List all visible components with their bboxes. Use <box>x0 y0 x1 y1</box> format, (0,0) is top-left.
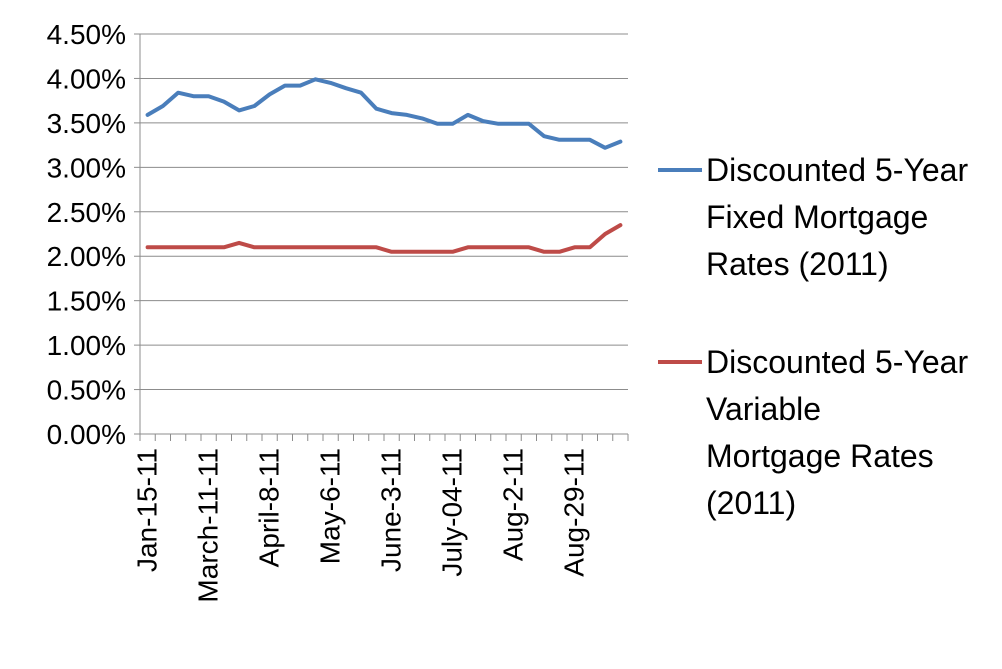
legend-label: Discounted 5-Year <box>706 152 968 188</box>
y-tick-label: 3.50% <box>47 108 126 139</box>
x-tick-label: June-3-11 <box>376 448 407 572</box>
x-tick-label: April-8-11 <box>254 448 285 567</box>
x-tick-label: March-11-11 <box>193 448 224 603</box>
x-axis: Jan-15-11 March-11-11 April-8-11 May-6-11 Ju… <box>132 433 629 603</box>
legend: Discounted 5-Year Fixed Mortgage Rates (20… <box>658 152 968 521</box>
y-tick-label: 1.00% <box>47 330 126 361</box>
y-tick-label: 2.50% <box>47 197 126 228</box>
y-tick-label: 4.00% <box>47 63 126 94</box>
legend-label: Variable <box>706 391 821 427</box>
series-line-2 <box>145 223 623 254</box>
y-axis: 0.00% 0.50% 1.00% 1.50% 2.00% 2.50% 3.00% 3.50%… <box>47 19 141 450</box>
gridlines <box>140 33 628 391</box>
legend-label: Rates (2011) <box>706 246 889 282</box>
y-tick-label: 3.00% <box>47 152 126 183</box>
y-tick-label: 1.50% <box>47 286 126 317</box>
y-tick-label: 0.50% <box>47 375 126 406</box>
x-tick-label: Jan-15-11 <box>132 448 163 572</box>
legend-label: Mortgage Rates <box>706 438 934 474</box>
y-tick-label: 2.00% <box>47 241 126 272</box>
series-lines <box>145 77 623 254</box>
y-tick-label: 4.50% <box>47 19 126 50</box>
x-tick-label: Aug-2-11 <box>498 448 529 561</box>
series-line-1 <box>145 77 623 150</box>
legend-label: Fixed Mortgage <box>706 199 928 235</box>
x-tick-label: May-6-11 <box>315 448 346 564</box>
y-tick-label: 0.00% <box>47 419 126 450</box>
legend-label: Discounted 5-Year <box>706 344 968 380</box>
legend-label: (2011) <box>706 485 796 521</box>
x-tick-label: Aug-29-11 <box>559 448 590 577</box>
x-tick-label: July-04-11 <box>437 448 468 577</box>
